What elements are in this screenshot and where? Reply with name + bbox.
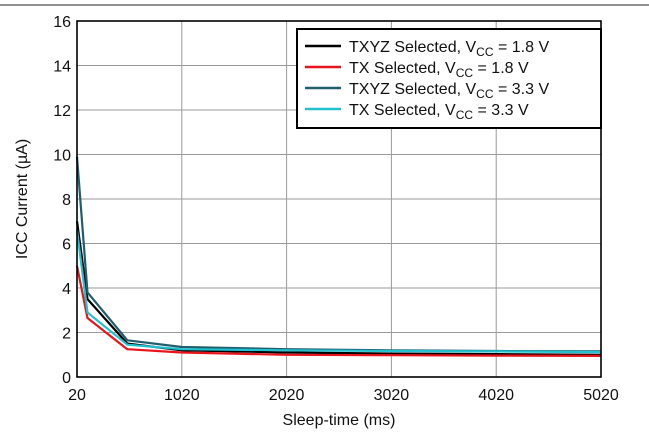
legend-label: TX Selected, VCC = 1.8 V: [349, 60, 529, 80]
series-layer: [75, 156, 602, 357]
y-tick-label: 14: [53, 59, 71, 76]
x-tick-labels: 20 1020 2020 3020 4020 5020: [68, 387, 619, 404]
series-line-3: [75, 156, 602, 353]
legend: TXYZ Selected, VCC = 1.8 VTX Selected, V…: [296, 28, 602, 129]
y-tick-label: 2: [62, 326, 71, 343]
x-tick-label: 5020: [583, 387, 619, 404]
y-tick-label: 4: [62, 281, 71, 298]
x-tick-label: 2020: [269, 387, 305, 404]
y-tick-label: 0: [62, 370, 71, 387]
x-tick-label: 3020: [374, 387, 410, 404]
series-line-1: [75, 221, 602, 356]
series-line-4: [75, 230, 602, 354]
y-tick-labels: 0 2 4 6 8 10 12 14 16: [53, 14, 71, 387]
plot-area-frame: [76, 20, 602, 378]
x-axis-title: Sleep-time (ms): [283, 412, 396, 429]
y-tick-label: 10: [53, 148, 71, 165]
y-axis-title: ICC Current (µA): [14, 139, 31, 259]
legend-label: TXYZ Selected, VCC = 1.8 V: [349, 39, 549, 59]
x-tick-label: 1020: [164, 387, 200, 404]
legend-label: TXYZ Selected, VCC = 3.3 V: [349, 81, 549, 101]
series-line-2: [75, 265, 602, 357]
y-tick-label: 6: [62, 237, 71, 254]
x-tick-label: 4020: [478, 387, 514, 404]
legend-label: TX Selected, VCC = 3.3 V: [349, 102, 529, 122]
y-tick-label: 12: [53, 103, 71, 120]
y-tick-label: 8: [62, 192, 71, 209]
x-tick-label: 20: [68, 387, 86, 404]
y-tick-label: 16: [53, 14, 71, 31]
legend-box: [296, 28, 602, 129]
